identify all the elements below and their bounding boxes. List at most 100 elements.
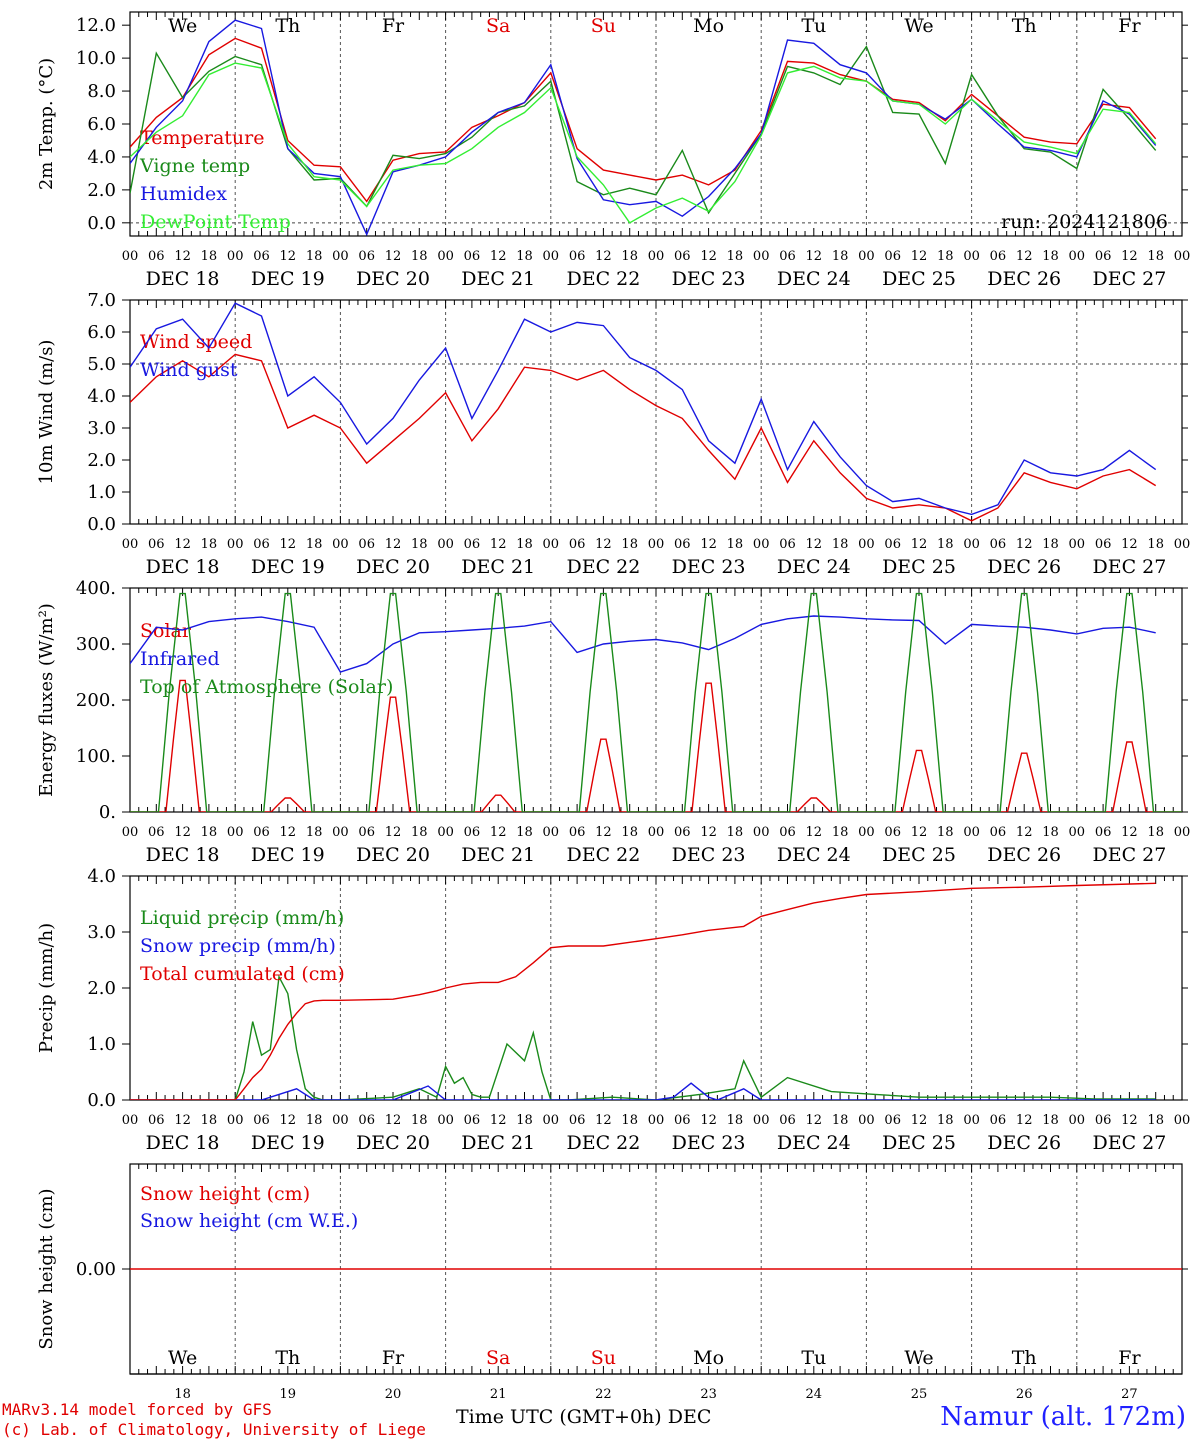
y-tick-label: 6.0 xyxy=(87,322,116,343)
hour-label: 00 xyxy=(1069,537,1086,552)
day-number-label: 20 xyxy=(385,1387,402,1402)
hour-label: 00 xyxy=(227,249,244,264)
hour-label: 12 xyxy=(174,537,191,552)
hour-label: 06 xyxy=(674,249,691,264)
hour-label: 06 xyxy=(884,1113,901,1128)
date-label: DEC 20 xyxy=(356,1132,430,1154)
hour-label: 00 xyxy=(963,537,980,552)
date-label: DEC 18 xyxy=(146,556,220,578)
hour-label: 00 xyxy=(753,1113,770,1128)
y-tick-label: 2.0 xyxy=(87,450,116,471)
hour-label: 06 xyxy=(464,1113,481,1128)
hour-label: 18 xyxy=(937,249,954,264)
hour-label: 12 xyxy=(1121,249,1138,264)
y-axis-label: 10m Wind (m/s) xyxy=(36,340,57,485)
hour-label: 06 xyxy=(1095,1113,1112,1128)
series-line-3 xyxy=(130,592,1182,812)
date-label: DEC 26 xyxy=(987,556,1061,578)
y-axis-label: Snow height (cm) xyxy=(36,1188,57,1349)
hour-label: 18 xyxy=(1042,537,1059,552)
hour-label: 12 xyxy=(1016,1113,1033,1128)
date-label: DEC 21 xyxy=(461,844,535,866)
legend-entry: Vigne temp xyxy=(139,155,250,177)
hour-label: 00 xyxy=(437,1113,454,1128)
hour-label: 06 xyxy=(569,537,586,552)
hour-label: 18 xyxy=(937,825,954,840)
hour-label: 00 xyxy=(543,825,560,840)
legend-entry: Infrared xyxy=(140,648,220,670)
date-label: DEC 27 xyxy=(1092,1132,1166,1154)
hour-label: 06 xyxy=(358,1113,375,1128)
hour-label: 06 xyxy=(779,825,796,840)
hour-label: 06 xyxy=(990,537,1007,552)
day-name-label: Th xyxy=(275,15,300,37)
hour-label: 18 xyxy=(727,249,744,264)
model-credit: MARv3.14 model forced by GFS xyxy=(2,1400,272,1419)
y-tick-label: 0.00 xyxy=(76,1259,116,1280)
hour-label: 00 xyxy=(753,537,770,552)
date-label: DEC 23 xyxy=(672,268,746,290)
series-line-2 xyxy=(130,302,1157,516)
hour-label: 06 xyxy=(148,825,165,840)
hour-label: 12 xyxy=(911,537,928,552)
hour-label: 00 xyxy=(1174,249,1191,264)
hour-label: 00 xyxy=(437,249,454,264)
date-label: DEC 24 xyxy=(777,556,851,578)
y-tick-label: 4.0 xyxy=(87,147,116,168)
hour-label: 06 xyxy=(990,825,1007,840)
hour-label: 12 xyxy=(385,537,402,552)
hour-label: 12 xyxy=(700,537,717,552)
legend-entry: Top of Atmosphere (Solar) xyxy=(140,676,393,698)
hour-label: 18 xyxy=(516,249,533,264)
hour-label: 00 xyxy=(1174,825,1191,840)
hour-label: 18 xyxy=(306,825,323,840)
hour-label: 00 xyxy=(543,249,560,264)
hour-label: 00 xyxy=(122,249,139,264)
hour-label: 18 xyxy=(937,1113,954,1128)
plot-frame xyxy=(129,299,1183,525)
day-number-label: 25 xyxy=(911,1387,928,1402)
date-label: DEC 25 xyxy=(882,1132,956,1154)
hour-label: 06 xyxy=(674,1113,691,1128)
hour-label: 06 xyxy=(779,537,796,552)
day-number-label: 21 xyxy=(490,1387,507,1402)
hour-label: 18 xyxy=(411,249,428,264)
date-label: DEC 27 xyxy=(1092,844,1166,866)
hour-label: 18 xyxy=(516,1113,533,1128)
y-tick-label: 3.0 xyxy=(87,418,116,439)
hour-label: 06 xyxy=(569,249,586,264)
y-tick-label: 0.0 xyxy=(87,1090,116,1111)
hour-label: 18 xyxy=(516,825,533,840)
hour-label: 00 xyxy=(227,537,244,552)
y-tick-label: 1.0 xyxy=(87,482,116,503)
hour-label: 06 xyxy=(253,249,270,264)
series-line-2 xyxy=(130,615,1156,673)
hour-label: 12 xyxy=(174,825,191,840)
date-label: DEC 26 xyxy=(987,844,1061,866)
hour-label: 12 xyxy=(385,1113,402,1128)
day-name-label: We xyxy=(904,15,933,37)
hour-label: 06 xyxy=(148,537,165,552)
series-line-1 xyxy=(130,37,1157,203)
date-label: DEC 24 xyxy=(777,1132,851,1154)
day-number-label: 23 xyxy=(700,1387,717,1402)
hour-label: 00 xyxy=(122,825,139,840)
hour-label: 00 xyxy=(332,537,349,552)
legend-entry: Wind gust xyxy=(140,359,238,381)
hour-label: 12 xyxy=(1121,1113,1138,1128)
y-tick-label: 4.0 xyxy=(87,386,116,407)
hour-label: 18 xyxy=(516,537,533,552)
legend-entry: DewPoint Temp xyxy=(140,211,291,233)
hour-label: 00 xyxy=(122,1113,139,1128)
hour-label: 18 xyxy=(937,537,954,552)
hour-label: 06 xyxy=(1095,537,1112,552)
date-label: DEC 23 xyxy=(672,844,746,866)
hour-label: 00 xyxy=(1069,249,1086,264)
hour-label: 00 xyxy=(753,249,770,264)
hour-label: 12 xyxy=(1016,537,1033,552)
hour-label: 12 xyxy=(806,537,823,552)
hour-label: 00 xyxy=(963,1113,980,1128)
hour-label: 12 xyxy=(911,1113,928,1128)
hour-label: 18 xyxy=(201,249,218,264)
hour-label: 18 xyxy=(1042,1113,1059,1128)
